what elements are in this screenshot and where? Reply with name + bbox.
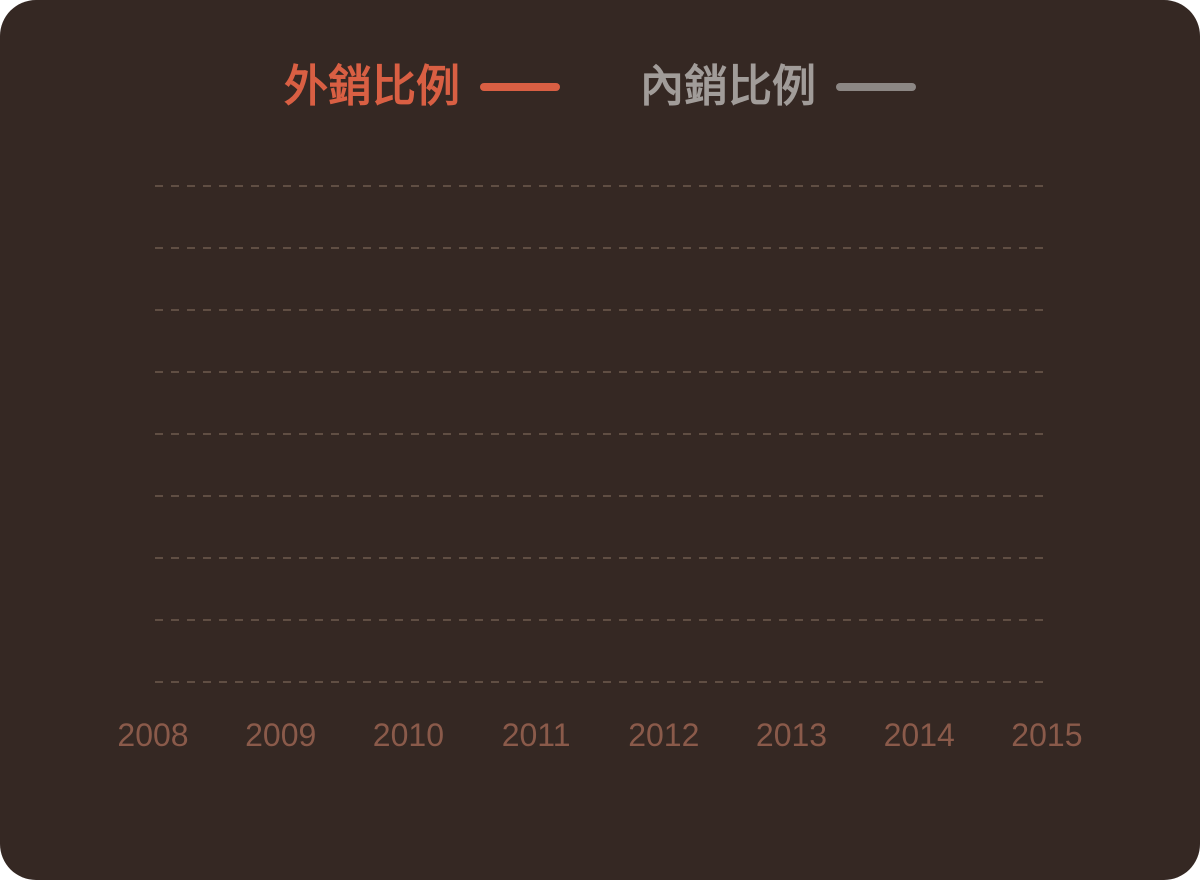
x-tick-label: 2008 [117,717,188,753]
x-tick-label: 2009 [245,717,316,753]
legend-label-domestic: 內銷比例 [640,61,816,112]
x-tick-label: 2013 [756,717,827,753]
legend-swatch-domestic [836,83,916,91]
x-tick-label: 2015 [1011,717,1082,753]
legend-item-domestic[interactable]: 內銷比例 [640,65,916,109]
x-tick-label: 2014 [884,717,955,753]
legend-swatch-export [480,83,560,91]
legend-label-export: 外銷比例 [284,61,460,112]
x-tick-label: 2010 [373,717,444,753]
x-tick-label: 2012 [628,717,699,753]
x-axis-ticks: 2008 2009 2010 2011 2012 2013 2014 2015 [117,717,1082,753]
gridlines [155,185,1045,683]
legend: 外銷比例 內銷比例 [0,52,1200,122]
x-tick-label: 2011 [502,717,571,753]
legend-item-export[interactable]: 外銷比例 [284,65,560,109]
